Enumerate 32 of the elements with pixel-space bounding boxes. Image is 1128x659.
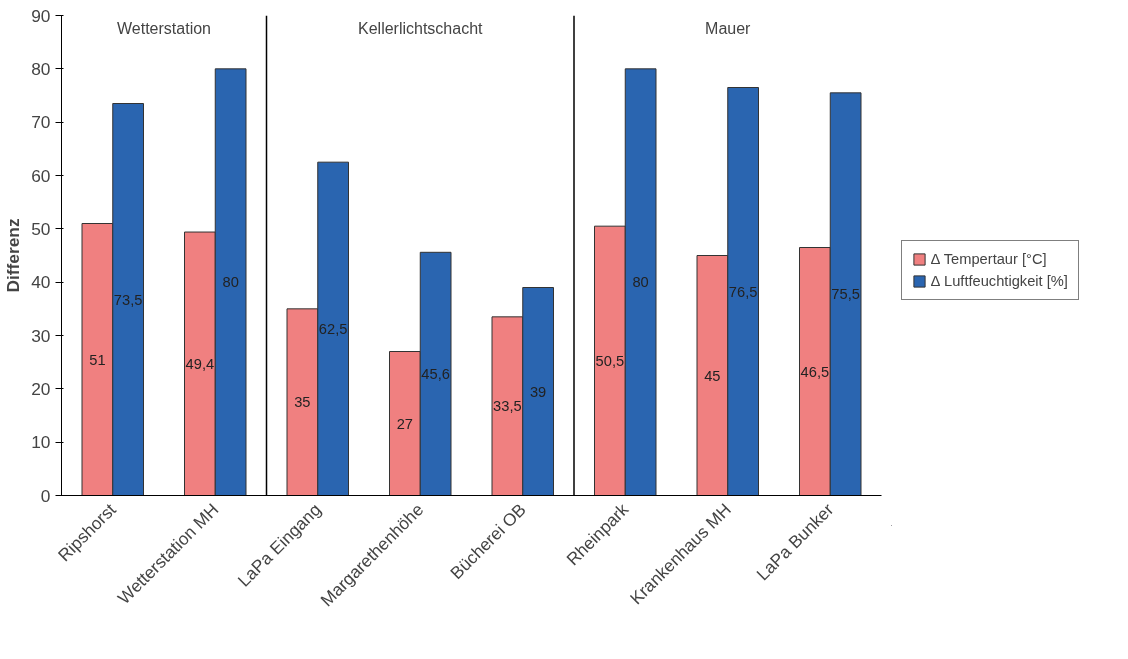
data-label: 75,5	[831, 286, 860, 303]
y-tick-label: 30	[31, 325, 51, 346]
y-tick-label: 70	[31, 112, 51, 133]
y-tick-label: 10	[31, 432, 51, 453]
data-label: 62,5	[318, 320, 348, 337]
y-tick-label: 50	[31, 218, 51, 239]
annotation: Wetterstation	[117, 19, 211, 37]
data-label: 80	[222, 274, 239, 291]
data-label: 51	[89, 351, 106, 368]
data-label: 80	[632, 274, 649, 291]
data-label: 35	[294, 394, 311, 411]
data-label: 33,5	[493, 398, 522, 415]
annotation: Mauer	[705, 19, 752, 37]
y-tick-label: 40	[31, 272, 51, 293]
annotation: Kellerlichtschacht	[358, 19, 484, 37]
data-label: 27	[396, 415, 414, 432]
data-label: 50,5	[595, 352, 625, 369]
y-tick-label: 80	[31, 58, 51, 79]
data-label: 46,5	[800, 363, 830, 380]
y-tick-label: 90	[31, 5, 51, 26]
legend-label: ∆ Luftfeuchtigkeit [%]	[931, 273, 1068, 289]
y-axis-title: Differenz	[3, 218, 24, 293]
data-label: 39	[529, 383, 547, 400]
data-label: 76,5	[728, 283, 758, 300]
data-label: 45,6	[421, 365, 450, 382]
y-tick-label: 20	[31, 378, 51, 399]
data-label: 73,5	[113, 291, 143, 308]
y-tick-label: 0	[40, 485, 51, 506]
y-tick-label: 60	[31, 165, 51, 186]
data-label: 45	[704, 367, 721, 384]
legend-label: ∆ Tempertaur [°C]	[931, 251, 1047, 267]
data-label: 49,4	[185, 355, 215, 372]
